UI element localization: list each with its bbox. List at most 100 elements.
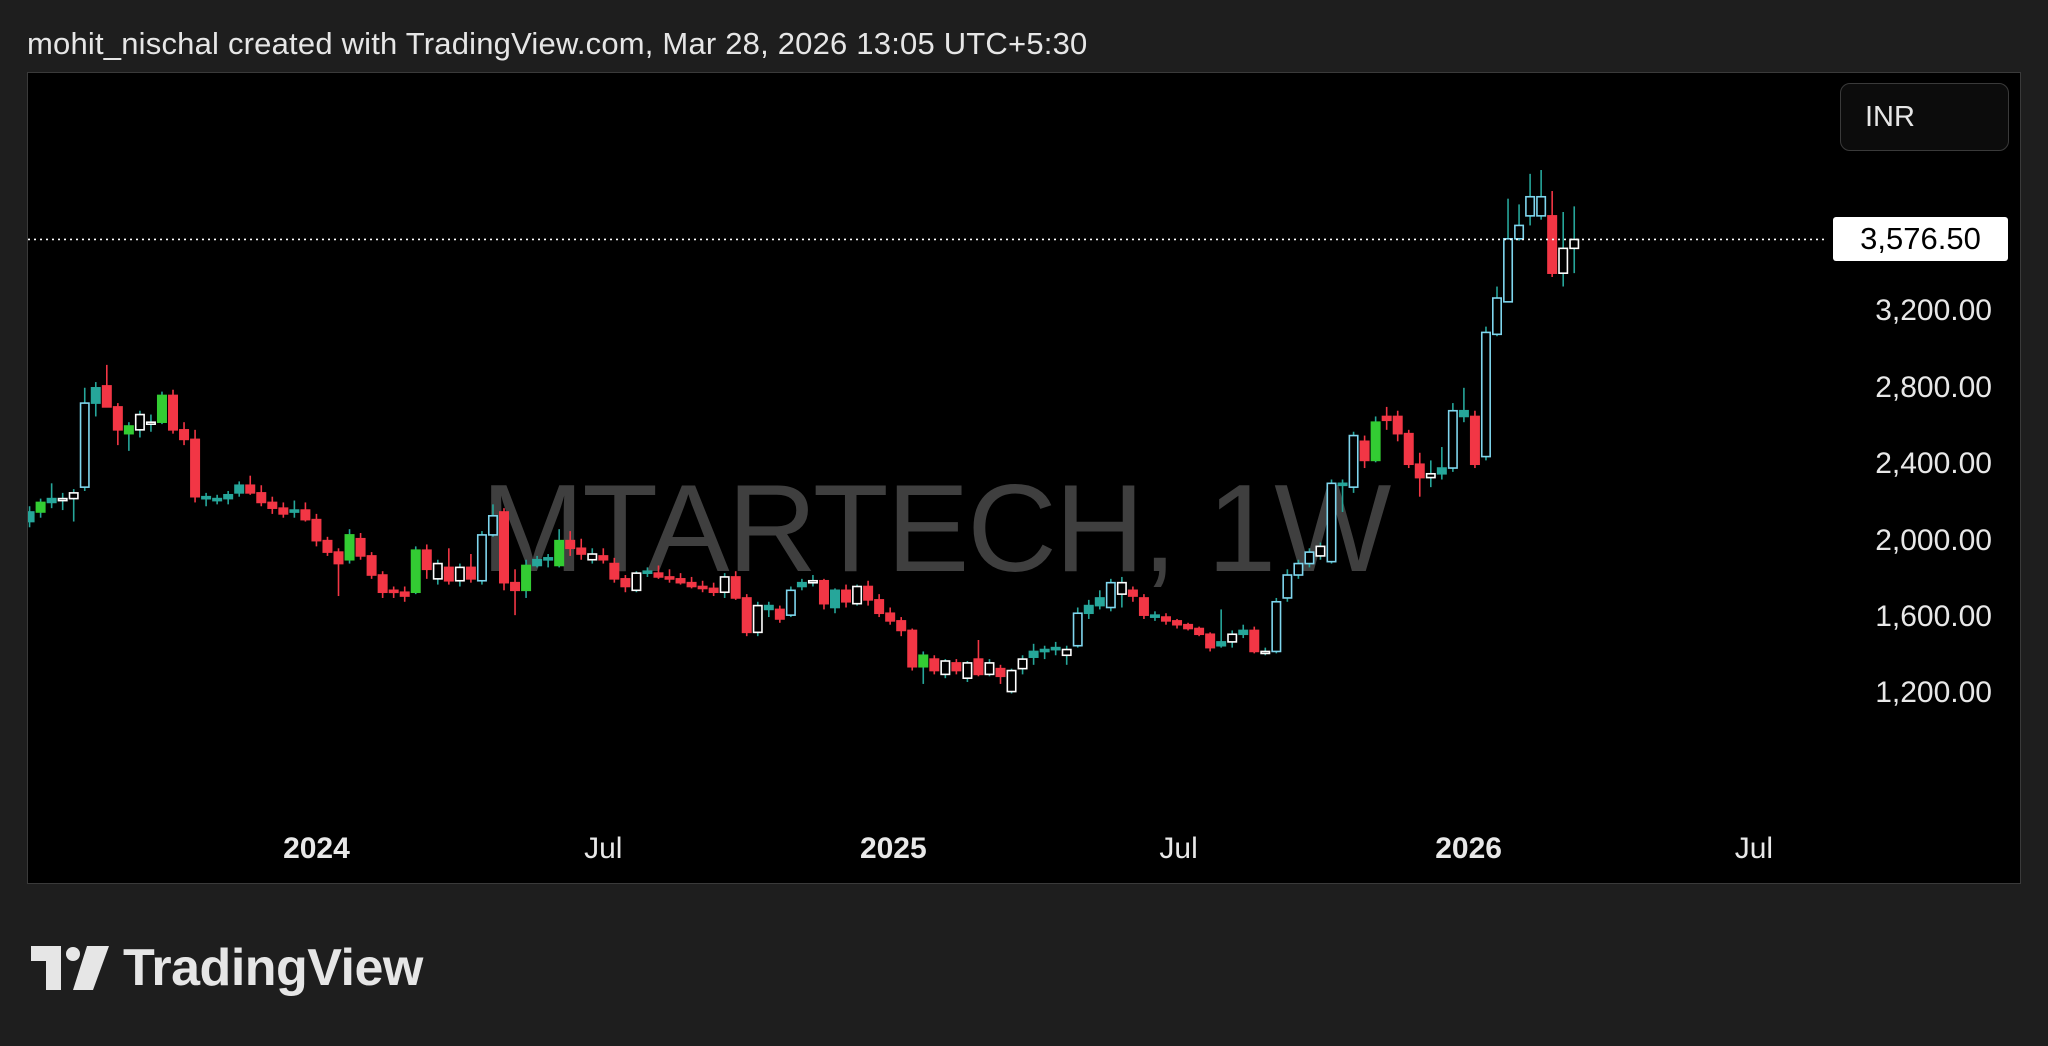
candle[interactable]: [664, 569, 675, 583]
candle[interactable]: [1138, 594, 1149, 619]
candle[interactable]: [1436, 447, 1447, 480]
candle[interactable]: [984, 659, 995, 677]
candle[interactable]: [90, 382, 101, 417]
candle[interactable]: [852, 584, 863, 606]
candle[interactable]: [708, 582, 719, 597]
candle[interactable]: [1172, 618, 1183, 629]
candle[interactable]: [1315, 542, 1326, 560]
candle[interactable]: [377, 571, 388, 598]
candle[interactable]: [807, 575, 818, 587]
candle[interactable]: [487, 504, 498, 537]
candle[interactable]: [907, 628, 918, 671]
candle[interactable]: [1370, 416, 1381, 463]
candle[interactable]: [1161, 613, 1172, 625]
candle[interactable]: [168, 389, 179, 434]
candle[interactable]: [1061, 645, 1072, 665]
candle[interactable]: [454, 563, 465, 587]
candle[interactable]: [631, 571, 642, 593]
candle[interactable]: [79, 387, 90, 491]
candle[interactable]: [156, 391, 167, 425]
candle[interactable]: [1414, 452, 1425, 497]
candle[interactable]: [841, 584, 852, 608]
candle[interactable]: [796, 578, 807, 591]
candle[interactable]: [1249, 626, 1260, 654]
candle[interactable]: [830, 588, 841, 614]
candle[interactable]: [1127, 586, 1138, 602]
candle[interactable]: [289, 500, 300, 518]
candle[interactable]: [818, 578, 829, 610]
candle[interactable]: [609, 557, 620, 583]
candle[interactable]: [311, 513, 322, 547]
candle[interactable]: [476, 531, 487, 585]
candle[interactable]: [1050, 641, 1061, 656]
candle[interactable]: [1149, 611, 1160, 621]
candle[interactable]: [366, 552, 377, 579]
candle[interactable]: [1083, 599, 1094, 619]
candle[interactable]: [918, 651, 929, 684]
candle[interactable]: [962, 661, 973, 683]
candle[interactable]: [123, 422, 134, 451]
candle[interactable]: [333, 548, 344, 597]
candle[interactable]: [190, 429, 201, 503]
candle[interactable]: [499, 508, 510, 591]
candle[interactable]: [521, 559, 532, 598]
candle[interactable]: [101, 364, 112, 408]
candle[interactable]: [576, 538, 587, 560]
candle[interactable]: [355, 533, 366, 560]
candle[interactable]: [256, 485, 267, 507]
candle[interactable]: [1326, 479, 1337, 564]
candle[interactable]: [1271, 597, 1282, 654]
candle[interactable]: [697, 580, 708, 593]
candle[interactable]: [443, 548, 454, 585]
candle[interactable]: [68, 489, 79, 522]
candle[interactable]: [1039, 645, 1050, 660]
candle[interactable]: [1547, 191, 1558, 277]
candle[interactable]: [399, 586, 410, 602]
candle[interactable]: [741, 594, 752, 637]
candle[interactable]: [1492, 286, 1503, 337]
candle[interactable]: [874, 594, 885, 618]
candle[interactable]: [1403, 429, 1414, 469]
candle[interactable]: [951, 659, 962, 675]
candle[interactable]: [322, 536, 333, 556]
candle[interactable]: [896, 617, 907, 637]
candle[interactable]: [1282, 569, 1293, 602]
candle[interactable]: [1227, 630, 1238, 648]
candle[interactable]: [1348, 431, 1359, 493]
candle[interactable]: [1536, 170, 1547, 220]
candle[interactable]: [719, 573, 730, 598]
candle[interactable]: [388, 586, 399, 598]
candle[interactable]: [1469, 410, 1480, 469]
candle[interactable]: [642, 567, 653, 577]
candle[interactable]: [587, 548, 598, 564]
candle[interactable]: [1116, 576, 1127, 608]
candle[interactable]: [112, 403, 123, 446]
candle[interactable]: [1558, 212, 1569, 287]
candle[interactable]: [278, 502, 289, 518]
candle[interactable]: [598, 548, 609, 564]
candle[interactable]: [675, 573, 686, 585]
candle[interactable]: [510, 569, 521, 616]
candle[interactable]: [863, 580, 874, 606]
currency-selector[interactable]: INR: [1840, 83, 2009, 151]
candle[interactable]: [344, 529, 355, 564]
candle[interactable]: [1017, 655, 1028, 675]
candle[interactable]: [57, 492, 68, 511]
candle[interactable]: [1006, 668, 1017, 694]
candle[interactable]: [134, 410, 145, 438]
candle[interactable]: [730, 571, 741, 600]
candle[interactable]: [1072, 607, 1083, 648]
candle[interactable]: [973, 639, 984, 677]
candle[interactable]: [940, 659, 951, 679]
candle[interactable]: [1525, 173, 1536, 226]
candle[interactable]: [1392, 410, 1403, 442]
candle[interactable]: [929, 655, 940, 675]
candle[interactable]: [1205, 632, 1216, 652]
candle[interactable]: [28, 506, 35, 528]
candle[interactable]: [1337, 479, 1348, 512]
candle[interactable]: [653, 565, 664, 579]
candle[interactable]: [1447, 403, 1458, 472]
candle[interactable]: [1293, 559, 1304, 579]
candle[interactable]: [752, 601, 763, 637]
candle[interactable]: [201, 492, 212, 507]
